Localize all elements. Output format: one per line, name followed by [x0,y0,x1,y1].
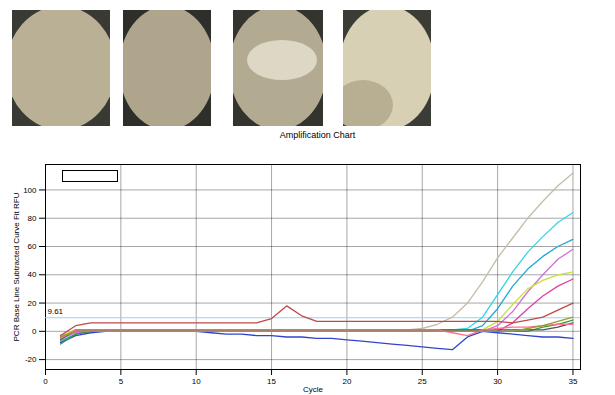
html-text:Amplification Chart: Amplification Chart [279,130,356,140]
svg-text:40: 40 [28,270,37,279]
svg-text:-20: -20 [25,355,37,364]
svg-text:30: 30 [493,377,502,386]
svg-text:20: 20 [342,377,351,386]
svg-text:60: 60 [28,242,37,251]
svg-text:5: 5 [119,377,124,386]
svg-text:20: 20 [28,299,37,308]
svg-text:9.61: 9.61 [48,307,64,316]
svg-text:100: 100 [23,186,37,195]
svg-text:0: 0 [43,377,48,386]
svg-text:15: 15 [267,377,276,386]
svg-text:PCR Base Line Subtracted Curve: PCR Base Line Subtracted Curve Fit RFU [12,192,21,341]
svg-text:Cycle: Cycle [303,385,324,394]
svg-text:10: 10 [192,377,201,386]
svg-text:25: 25 [418,377,427,386]
svg-text:0: 0 [32,327,37,336]
svg-text:35: 35 [569,377,578,386]
svg-text:80: 80 [28,214,37,223]
